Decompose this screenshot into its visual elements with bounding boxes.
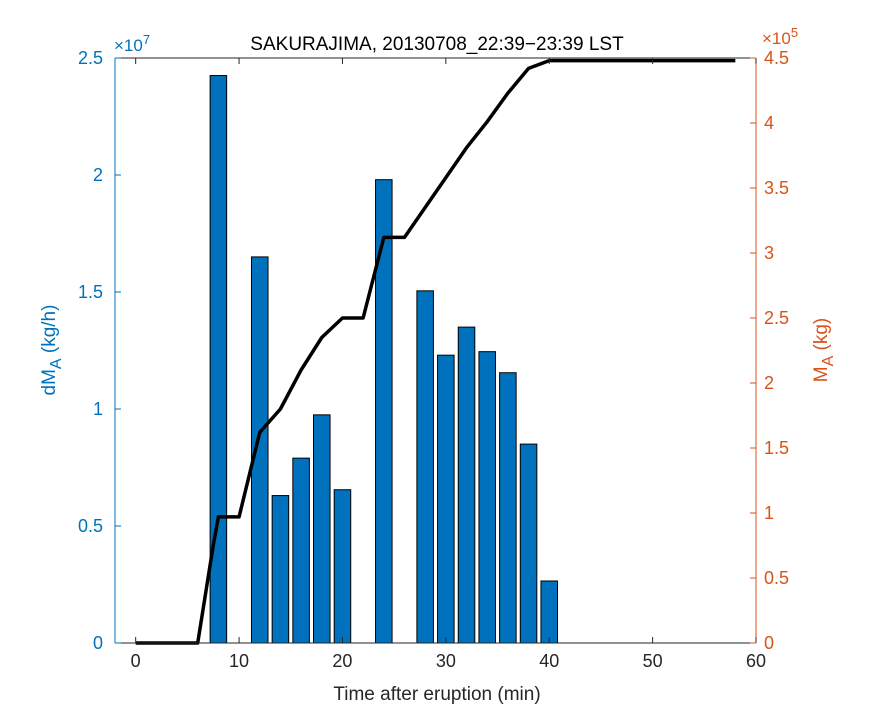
bar [457,326,476,644]
right-y-tick-label: 0.5 [764,568,789,588]
line-series [135,58,736,645]
x-tick-label: 20 [332,651,352,671]
left-y-tick-label: 1 [93,399,103,419]
axes-frame [114,57,757,644]
x-tick-label: 50 [643,651,663,671]
right-y-tick-label: 2.5 [764,308,789,328]
bar [292,457,310,644]
right-y-axis-label: MA (kg) [811,318,837,383]
right-y-axis-ticks: 0 0.5 1 1.5 2 2.5 3 3.5 4 4.5 [750,48,789,653]
x-tick-label: 0 [131,651,141,671]
bar [313,414,331,644]
left-y-tick-label: 0 [93,633,103,653]
right-y-tick-label: 3.5 [764,178,789,198]
bar [375,179,393,644]
left-y-axis-label-text: dMA (kg/h) [39,305,65,396]
right-y-tick-label: 3 [764,243,774,263]
left-y-axis-ticks: 0 0.5 1 1.5 2 2.5 [78,48,121,653]
right-y-tick-label: 4 [764,113,774,133]
left-axis-exponent: ×107 [114,32,150,55]
left-y-axis-label: dMA (kg/h) [39,305,65,396]
left-y-tick-label: 2.5 [78,48,103,68]
bar [499,372,517,644]
x-axis-ticks: 0 10 20 30 40 50 60 [131,58,766,671]
right-exponent-text: ×105 [762,25,798,48]
right-axis-exponent: ×105 [762,25,798,48]
bar [437,354,455,644]
left-y-tick-label: 0.5 [78,516,103,536]
bar [478,351,496,644]
x-tick-label: 40 [539,651,559,671]
bar [333,489,352,644]
x-tick-label: 10 [229,651,249,671]
bar [540,580,558,644]
bar [416,290,434,644]
left-exponent-text: ×107 [114,32,150,55]
x-tick-label: 60 [746,651,766,671]
right-y-tick-label: 2 [764,373,774,393]
right-y-tick-label: 1 [764,503,774,523]
bar [271,495,290,644]
bar-series [209,75,558,644]
right-y-tick-label: 1.5 [764,438,789,458]
x-axis-label: Time after eruption (min) [333,684,540,705]
x-tick-label: 30 [436,651,456,671]
right-y-tick-label: 0 [764,633,774,653]
left-y-tick-label: 2 [93,165,103,185]
cumulative-mass-line [135,58,736,645]
left-y-tick-label: 1.5 [78,282,103,302]
chart-title: SAKURAJIMA, 20130708_22:39−23:39 LST [250,34,624,55]
bar [519,443,538,644]
right-y-tick-label: 4.5 [764,48,789,68]
right-y-axis-label-text: MA (kg) [811,318,837,383]
